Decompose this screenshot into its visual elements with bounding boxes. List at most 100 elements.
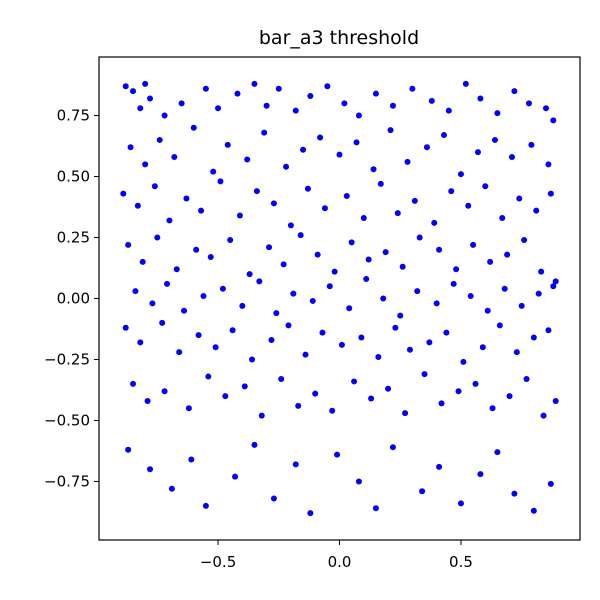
scatter-point (215, 105, 222, 112)
scatter-point (518, 302, 525, 309)
scatter-point (392, 324, 399, 331)
scatter-point (372, 90, 379, 97)
scatter-point (547, 480, 554, 487)
scatter-point (151, 183, 158, 190)
scatter-point (399, 263, 406, 270)
scatter-point (161, 112, 168, 119)
x-tick-label: −0.5 (200, 553, 236, 571)
scatter-point (368, 395, 375, 402)
scatter-point (513, 349, 520, 356)
scatter-point (304, 185, 311, 192)
scatter-point (266, 244, 273, 251)
scatter-point (295, 402, 302, 409)
scatter-point (139, 258, 146, 265)
y-tick-label: −0.75 (44, 472, 90, 490)
scatter-point (479, 344, 486, 351)
scatter-point (404, 158, 411, 165)
scatter-point (205, 373, 212, 380)
scatter-point (460, 358, 467, 365)
scatter-point (504, 251, 511, 258)
scatter-point (535, 290, 542, 297)
scatter-point (125, 446, 132, 453)
scatter-point (120, 190, 127, 197)
scatter-point (436, 463, 443, 470)
scatter-point (166, 217, 173, 224)
scatter-point (312, 390, 319, 397)
scatter-point (190, 124, 197, 131)
scatter-point (270, 200, 277, 207)
scatter-point (414, 288, 421, 295)
scatter-point (268, 336, 275, 343)
scatter-point (477, 95, 484, 102)
scatter-point (370, 166, 377, 173)
scatter-point (183, 195, 190, 202)
scatter-point (540, 412, 547, 419)
scatter-point (508, 154, 515, 161)
scatter-point (154, 234, 161, 241)
scatter-point (494, 110, 501, 117)
x-tick-label: 0.5 (449, 553, 473, 571)
scatter-point (217, 178, 224, 185)
y-axis: −0.75 −0.50 −0.25 0.00 0.25 0.50 0.75 (44, 107, 99, 490)
scatter-point (545, 161, 552, 168)
scatter-point (210, 168, 217, 175)
y-tick-label: −0.25 (44, 350, 90, 368)
scatter-point (241, 383, 248, 390)
scatter-point (431, 219, 438, 226)
scatter-point (389, 102, 396, 109)
scatter-point (338, 341, 345, 348)
scatter-point (326, 283, 333, 290)
scatter-point (234, 90, 241, 97)
scatter-point (472, 380, 479, 387)
scatter-point (491, 136, 498, 143)
scatter-point (380, 295, 387, 302)
scatter-point (324, 83, 331, 90)
scatter-point (314, 251, 321, 258)
scatter-point (290, 290, 297, 297)
scatter-point (448, 188, 455, 195)
scatter-point (171, 154, 178, 161)
scatter-point (278, 376, 285, 382)
scatter-point (494, 449, 501, 456)
scatter-point (261, 129, 268, 136)
scatter-point (319, 329, 326, 336)
scatter-point (545, 327, 552, 334)
scatter-point (195, 332, 202, 339)
scatter-point (477, 471, 484, 478)
scatter-point (411, 197, 418, 204)
scatter-point (147, 95, 154, 102)
scatter-point (462, 80, 469, 87)
scatter-point (496, 322, 503, 329)
scatter-point (501, 285, 508, 292)
scatter-point (428, 97, 435, 104)
scatter-point (229, 327, 236, 334)
scatter-point (443, 329, 450, 336)
scatter-point (372, 505, 379, 512)
scatter-point (317, 134, 324, 141)
scatter-point (227, 236, 234, 243)
scatter-point (484, 307, 491, 314)
scatter-point (547, 190, 554, 197)
scatter-point (474, 149, 481, 156)
scatter-point (188, 456, 195, 463)
scatter-point (436, 246, 443, 253)
y-tick-label: 0.75 (57, 107, 90, 125)
scatter-point (249, 356, 256, 363)
scatter-point (193, 246, 200, 253)
scatter-point (375, 354, 382, 361)
scatter-point (292, 461, 299, 468)
scatter-point (144, 397, 151, 404)
scatter-point (156, 136, 163, 143)
scatter-point (164, 280, 171, 287)
scatter-point (465, 202, 472, 209)
scatter-point (130, 380, 137, 387)
scatter-point (292, 107, 299, 114)
scatter-point (382, 249, 389, 256)
scatter-point (198, 207, 205, 214)
scatter-point (185, 405, 192, 412)
scatter-point (122, 324, 129, 331)
scatter-point (161, 388, 168, 395)
scatter-point (521, 236, 528, 243)
scatter-point (445, 107, 452, 114)
scatter-point (212, 344, 219, 351)
